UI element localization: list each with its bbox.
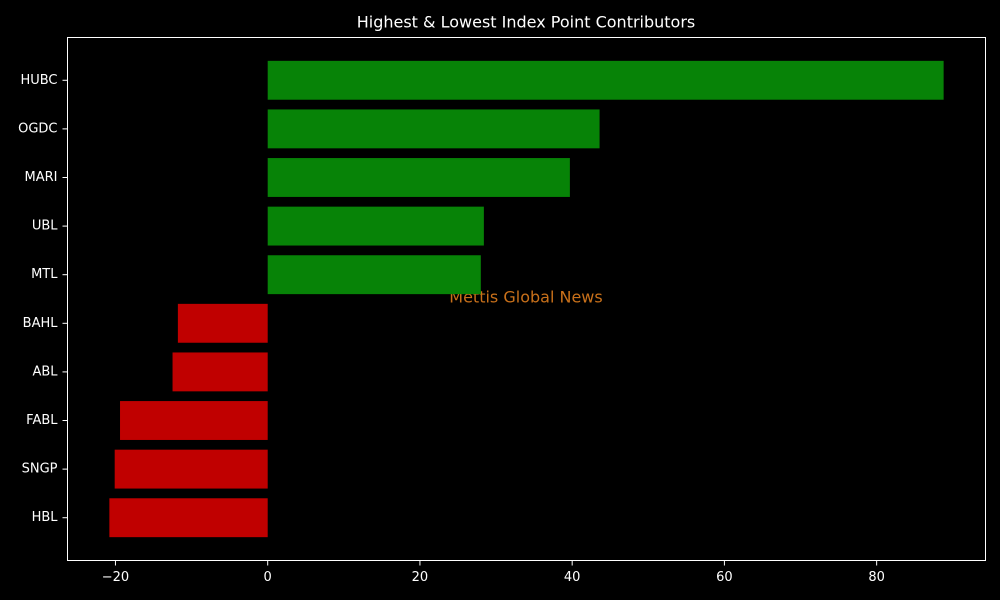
y-tick-label: UBL [32,219,58,234]
y-tick-label: BAHL [23,316,59,331]
y-tick-label: HBL [32,510,59,525]
y-tick-label: FABL [26,413,58,428]
plot-frame [67,37,986,561]
x-tick-label: 40 [564,570,581,585]
chart-title: Highest & Lowest Index Point Contributor… [357,13,696,32]
x-tick-label: 60 [716,570,733,585]
x-tick-label: 20 [412,570,429,585]
y-tick-label: MARI [25,170,58,185]
x-tick-label: −20 [102,570,129,585]
bar [120,401,268,440]
x-tick-label: 0 [264,570,272,585]
y-tick-label: OGDC [18,121,57,136]
bar [114,449,268,489]
watermark: Mettis Global News [449,288,602,307]
y-tick-label: ABL [32,364,58,379]
bar [177,303,268,343]
bar [109,498,268,538]
x-tick-label: 80 [868,570,885,585]
y-tick-label: HUBC [20,73,57,88]
y-tick-label: MTL [31,267,58,282]
y-tick-label: SNGP [22,462,58,477]
bar [267,109,600,149]
bar [172,352,268,392]
bar [267,60,944,100]
bar [267,158,570,197]
bar [267,206,484,246]
bar [267,255,481,295]
